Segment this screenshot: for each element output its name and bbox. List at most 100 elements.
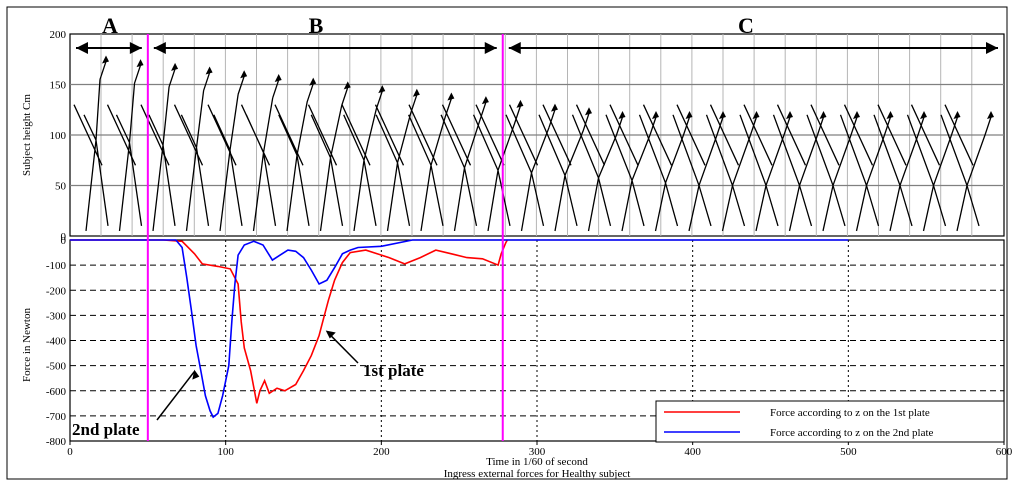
top-y-tick-label: 100: [50, 130, 67, 142]
stick-figure: [906, 104, 959, 232]
stick-figure-head: [309, 77, 317, 86]
stick-figure-head: [447, 92, 455, 101]
x-tick-label: 200: [373, 446, 390, 458]
stick-figure-head: [719, 111, 726, 119]
bottom-panel: 0 -100 -200 -300 -400 -500 -600 -700 -800 0 100 20…: [21, 235, 1012, 480]
phase-arrows: A B C: [76, 13, 998, 54]
stick-figure: [873, 104, 925, 232]
stick-figure: [408, 98, 452, 232]
x-tick-label: 400: [684, 446, 701, 458]
stick-figure: [374, 94, 418, 232]
stick-figure-head: [652, 111, 659, 119]
x-axis-title: Time in 1/60 of second: [486, 456, 588, 468]
stick-figure: [73, 61, 109, 232]
series-line-plate1: [70, 239, 509, 404]
annotation-label-plate2: 2nd plate: [72, 420, 140, 439]
stick-figure-head: [343, 81, 351, 90]
legend-label-plate1: Force according to z on the 1st plate: [770, 407, 930, 419]
stick-figure: [207, 76, 245, 232]
stick-figure-head: [618, 111, 626, 119]
bottom-y-tick-label: -800: [46, 436, 67, 448]
stick-figure: [772, 104, 825, 232]
stick-figure-head: [853, 111, 860, 119]
bottom-y-tick-label: -300: [46, 310, 67, 322]
top-panel: 0 50 100 150 200 A B C Subject height Cm: [21, 13, 1005, 243]
figure-caption: Ingress external forces for Healthy subj…: [444, 468, 631, 480]
phase-arrow-head-right: [484, 42, 497, 54]
stick-figure-head: [886, 111, 894, 119]
stick-figure: [806, 104, 858, 232]
stick-figure-head: [819, 111, 827, 119]
stick-figure-head: [920, 111, 927, 119]
stick-figure: [274, 83, 314, 232]
top-y-tick-label: 150: [50, 80, 67, 92]
series-line-plate2: [70, 239, 849, 419]
stick-figure: [739, 104, 791, 232]
stick-figure-head: [274, 73, 282, 82]
bottom-y-tick-label: -500: [46, 361, 67, 373]
force-series: [70, 239, 849, 419]
phase-label-C: C: [738, 13, 754, 38]
stick-figure-head: [987, 111, 994, 119]
bottom-y-tick-label: 0: [61, 235, 67, 247]
top-y-axis-title: Subject height Cm: [21, 94, 33, 176]
plate-annotations: 1st plate 2nd plate: [72, 330, 424, 439]
stick-figure: [940, 104, 992, 232]
stick-figure-sequence: [73, 55, 994, 232]
top-y-tick-label: 0: [61, 231, 67, 243]
x-tick-label: 100: [217, 446, 234, 458]
x-tick-label: 0: [67, 446, 73, 458]
stick-figure: [341, 90, 383, 232]
stick-figure: [839, 104, 892, 232]
bottom-y-tick-label: -700: [46, 411, 67, 423]
stick-figure-head: [585, 107, 592, 116]
annotation-arrowhead-plate1: [325, 330, 336, 339]
top-y-tick-label: 200: [50, 29, 67, 41]
stick-figure: [638, 104, 691, 232]
stick-figure: [672, 104, 724, 232]
stick-figure: [106, 64, 143, 232]
stick-figure-head: [240, 70, 248, 79]
stick-figure-head: [786, 111, 793, 119]
bottom-y-tick-label: -100: [46, 260, 67, 272]
annotation-arrowhead-plate2: [192, 369, 200, 380]
stick-figure: [705, 104, 758, 232]
phase-arrow-head-left: [76, 42, 88, 54]
stick-figure-head: [102, 55, 109, 64]
bottom-y-ticks: 0 -100 -200 -300 -400 -500 -600 -700 -800: [46, 235, 67, 448]
stick-figure: [605, 104, 657, 232]
x-tick-label: 600: [996, 446, 1012, 458]
stick-figure-head: [136, 59, 144, 68]
x-tick-label: 500: [840, 446, 857, 458]
stick-figure: [538, 104, 590, 232]
phase-arrow-head-left: [508, 42, 521, 54]
phase-arrow-head-right: [129, 42, 142, 54]
stick-figure: [472, 104, 522, 232]
bottom-y-tick-label: -600: [46, 386, 67, 398]
bottom-y-tick-label: -200: [46, 285, 67, 297]
top-y-ticks: 0 50 100 150 200: [50, 29, 67, 243]
phase-arrow-head-left: [153, 42, 166, 54]
annotation-label-plate1: 1st plate: [363, 361, 424, 380]
annotation-arrow-plate2: [156, 371, 195, 421]
stick-figure: [571, 104, 624, 232]
phase-label-B: B: [309, 13, 324, 38]
annotation-arrow-plate1: [327, 331, 359, 364]
stick-figure-head: [481, 96, 489, 105]
x-tick-label: 300: [529, 446, 546, 458]
phase-label-A: A: [102, 13, 118, 38]
stick-figure: [140, 68, 176, 232]
stick-figure-head: [205, 66, 213, 75]
stick-figure: [307, 87, 349, 232]
stick-figure-head: [550, 103, 558, 112]
stick-figure: [240, 79, 280, 232]
legend-label-plate2: Force according to z on the 2nd plate: [770, 427, 934, 439]
top-y-tick-label: 50: [55, 181, 67, 193]
stick-figure-head: [412, 88, 420, 97]
stick-figure-head: [953, 111, 961, 119]
stick-figure-head: [378, 85, 386, 94]
stick-figure: [440, 101, 487, 232]
phase-arrow-head-right: [986, 42, 998, 54]
bottom-grid: [70, 240, 1004, 441]
